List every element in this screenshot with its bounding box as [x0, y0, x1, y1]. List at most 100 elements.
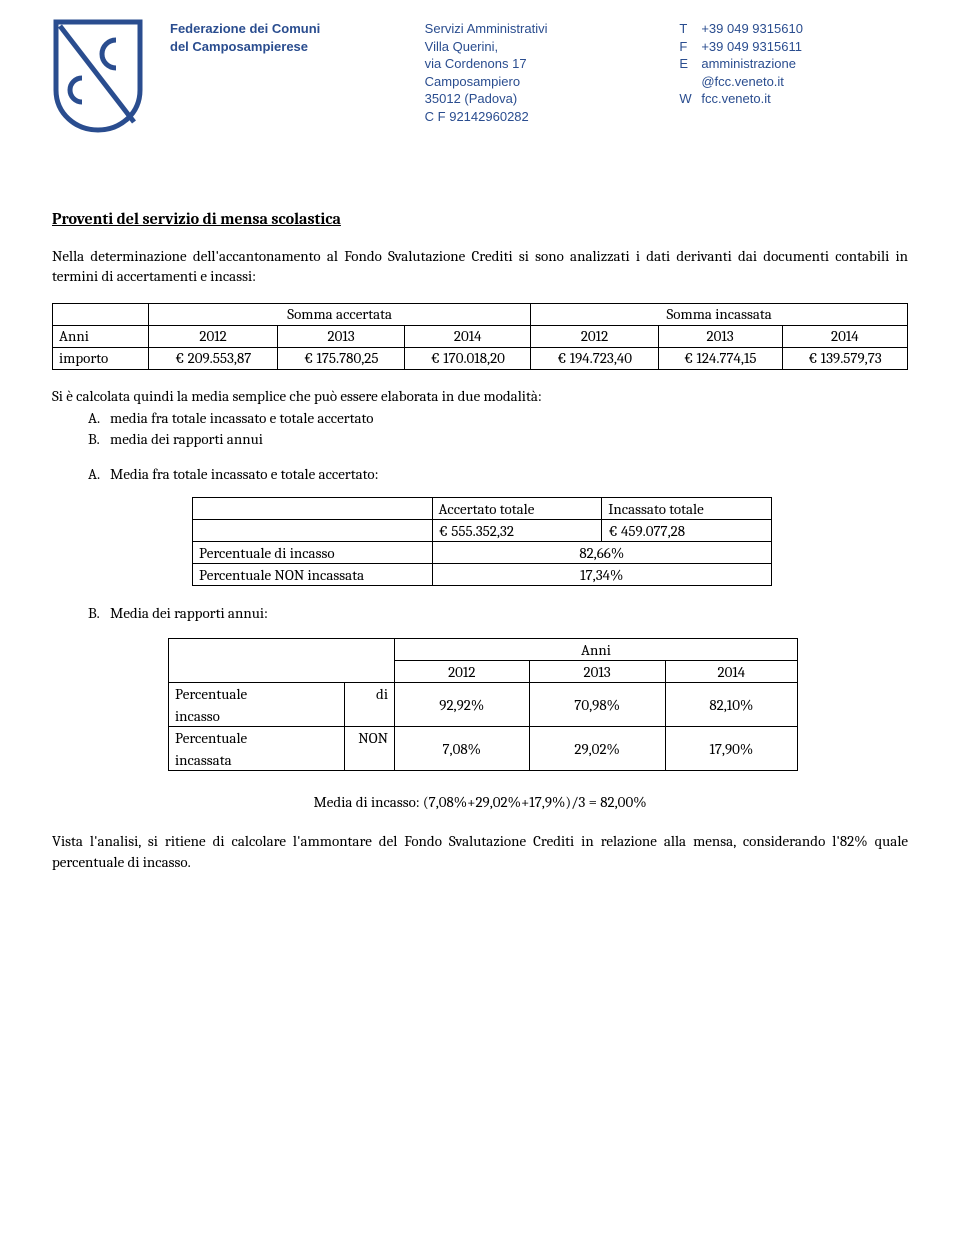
contact-value: fcc.veneto.it [701, 90, 770, 108]
list-marker: A. [88, 408, 110, 428]
table-cell: € 209.553,87 [149, 347, 278, 369]
table-cell: Percentuale NON incassata [193, 564, 433, 586]
table-somme: Somma accertata Somma incassata Anni 201… [52, 303, 908, 370]
table-cell-empty [193, 498, 433, 520]
table-row: Somma accertata Somma incassata [53, 303, 908, 325]
table-cell: 2014 [665, 661, 797, 683]
table-cell: incasso [169, 705, 345, 727]
table-cell: 2012 [395, 661, 530, 683]
table-header: Accertato totale [432, 498, 602, 520]
contact-web: W fcc.veneto.it [679, 90, 908, 108]
letterhead: Federazione dei Comuni del Camposampiere… [52, 18, 908, 138]
table-cell: 2013 [278, 325, 405, 347]
contact-value: +39 049 9315611 [701, 38, 802, 56]
table-cell: € 170.018,20 [405, 347, 531, 369]
table-cell-empty [345, 749, 395, 771]
table-cell: Percentuale [169, 727, 345, 749]
table-row: Anni [169, 639, 798, 661]
table-row: Accertato totale Incassato totale [193, 498, 772, 520]
table-cell: di [345, 683, 395, 705]
table-rapporti-annui: Anni 2012 2013 2014 Percentuale di 92,92… [168, 638, 798, 771]
logo-shield-icon [52, 18, 144, 138]
org-line: del Camposampierese [170, 38, 399, 56]
table-row: importo € 209.553,87 € 175.780,25 € 170.… [53, 347, 908, 369]
table-cell-empty [169, 639, 395, 683]
address-line: via Cordenons 17 [425, 55, 654, 73]
contact-label: F [679, 38, 701, 56]
contact-label [679, 73, 701, 91]
table-header: Somma accertata [149, 303, 531, 325]
table-cell: 2014 [782, 325, 907, 347]
address-line: Villa Querini, [425, 38, 654, 56]
contact-fax: F +39 049 9315611 [679, 38, 908, 56]
heading-text: Media fra totale incassato e totale acce… [110, 465, 379, 483]
table-row: Percentuale NON 7,08% 29,02% 17,90% [169, 727, 798, 749]
table-cell: 2013 [529, 661, 665, 683]
table-cell: 82,10% [665, 683, 797, 727]
table-cell: € 175.780,25 [278, 347, 405, 369]
contact-label: T [679, 20, 701, 38]
table-row: Percentuale di 92,92% 70,98% 82,10% [169, 683, 798, 705]
contact-label: E [679, 55, 701, 73]
table-cell-empty [53, 303, 149, 325]
options-list: A.media fra totale incassato e totale ac… [88, 408, 908, 450]
contact-email-2: @fcc.veneto.it [679, 73, 908, 91]
list-item: B.media dei rapporti annui [88, 429, 908, 449]
heading-b: B.Media dei rapporti annui: [88, 604, 908, 622]
contact-phone: T +39 049 9315610 [679, 20, 908, 38]
table-cell: € 555.352,32 [432, 520, 602, 542]
table-cell: 2013 [658, 325, 782, 347]
table-header: Somma incassata [531, 303, 908, 325]
table-cell: 92,92% [395, 683, 530, 727]
address-line: Servizi Amministrativi [425, 20, 654, 38]
table-cell: importo [53, 347, 149, 369]
table-cell: Percentuale [169, 683, 345, 705]
media-calc-line: Media di incasso: (7,08%+29,02%+17,9%)/3… [52, 793, 908, 811]
table-cell: 2012 [149, 325, 278, 347]
table-cell: € 194.723,40 [531, 347, 658, 369]
table-totali: Accertato totale Incassato totale € 555.… [192, 497, 772, 586]
table-cell: 17,90% [665, 727, 797, 771]
contact-value: +39 049 9315610 [701, 20, 803, 38]
address-line: Camposampiero [425, 73, 654, 91]
contact-value: amministrazione [701, 55, 796, 73]
table-cell: incassata [169, 749, 345, 771]
contact-label: W [679, 90, 701, 108]
list-item: A.media fra totale incassato e totale ac… [88, 408, 908, 428]
table-row: Anni 2012 2013 2014 2012 2013 2014 [53, 325, 908, 347]
table-cell-empty [345, 705, 395, 727]
contact-value: @fcc.veneto.it [701, 73, 784, 91]
table-cell: 2012 [531, 325, 658, 347]
table-cell: 17,34% [432, 564, 771, 586]
table-row: € 555.352,32 € 459.077,28 [193, 520, 772, 542]
list-text: media dei rapporti annui [110, 430, 263, 448]
closing-paragraph: Vista l'analisi, si ritiene di calcolare… [52, 831, 908, 872]
list-text: media fra totale incassato e totale acce… [110, 409, 374, 427]
contact-email: E amministrazione [679, 55, 908, 73]
intro-paragraph: Nella determinazione dell'accantonamento… [52, 246, 908, 287]
table-cell: 2014 [405, 325, 531, 347]
address-block: Servizi Amministrativi Villa Querini, vi… [425, 20, 654, 125]
table-cell: 82,66% [432, 542, 771, 564]
list-marker: A. [88, 465, 110, 483]
table-cell: Percentuale di incasso [193, 542, 433, 564]
table-cell: € 139.579,73 [782, 347, 907, 369]
address-line: 35012 (Padova) [425, 90, 654, 108]
letterhead-columns: Federazione dei Comuni del Camposampiere… [170, 18, 908, 125]
heading-text: Media dei rapporti annui: [110, 604, 268, 622]
table-cell: € 124.774,15 [658, 347, 782, 369]
table-header: Incassato totale [602, 498, 772, 520]
table-row: Percentuale NON incassata 17,34% [193, 564, 772, 586]
page-title: Proventi del servizio di mensa scolastic… [52, 210, 908, 228]
table-row: Percentuale di incasso 82,66% [193, 542, 772, 564]
table-cell: NON [345, 727, 395, 749]
table-cell: 7,08% [395, 727, 530, 771]
list-marker: B. [88, 604, 110, 622]
table-cell: 29,02% [529, 727, 665, 771]
org-line: Federazione dei Comuni [170, 20, 399, 38]
table-cell: € 459.077,28 [602, 520, 772, 542]
list-marker: B. [88, 429, 110, 449]
table-header: Anni [395, 639, 798, 661]
table-cell: Anni [53, 325, 149, 347]
table-cell: 70,98% [529, 683, 665, 727]
